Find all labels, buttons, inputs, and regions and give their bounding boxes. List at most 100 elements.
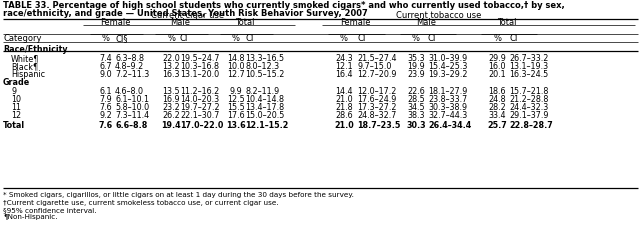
Text: 24.8: 24.8 — [488, 95, 506, 104]
Text: %: % — [167, 34, 175, 43]
Text: 7.9: 7.9 — [99, 95, 112, 104]
Text: 15.0–20.5: 15.0–20.5 — [245, 111, 285, 120]
Text: 23.8–33.7: 23.8–33.7 — [428, 95, 467, 104]
Text: * Smoked cigars, cigarillos, or little cigars on at least 1 day during the 30 da: * Smoked cigars, cigarillos, or little c… — [3, 192, 354, 198]
Text: ¶Non-Hispanic.: ¶Non-Hispanic. — [3, 214, 58, 220]
Text: 35.3: 35.3 — [407, 54, 425, 63]
Text: Female: Female — [100, 18, 130, 27]
Text: 18.1–27.9: 18.1–27.9 — [428, 87, 467, 96]
Text: 19.3–29.2: 19.3–29.2 — [428, 70, 467, 79]
Text: 17.6–24.9: 17.6–24.9 — [357, 95, 396, 104]
Text: Current tobacco use: Current tobacco use — [395, 11, 481, 20]
Text: 9.0: 9.0 — [100, 70, 112, 79]
Text: 38.3: 38.3 — [407, 111, 425, 120]
Text: 13.3–16.5: 13.3–16.5 — [245, 54, 284, 63]
Text: 26.7–33.2: 26.7–33.2 — [509, 54, 548, 63]
Text: 15.7–21.8: 15.7–21.8 — [509, 87, 548, 96]
Text: 11: 11 — [11, 103, 21, 112]
Text: 22.1–30.7: 22.1–30.7 — [180, 111, 219, 120]
Text: 12.7–20.9: 12.7–20.9 — [357, 70, 397, 79]
Text: White¶: White¶ — [11, 54, 39, 63]
Text: CI: CI — [509, 34, 517, 43]
Text: 32.7–44.3: 32.7–44.3 — [428, 111, 467, 120]
Text: Hispanic: Hispanic — [11, 70, 45, 79]
Text: 19.5–24.7: 19.5–24.7 — [180, 54, 219, 63]
Text: 11.2–16.2: 11.2–16.2 — [180, 87, 219, 96]
Text: 19.9: 19.9 — [407, 62, 425, 71]
Text: 12.1–15.2: 12.1–15.2 — [245, 121, 288, 130]
Text: 12.5: 12.5 — [227, 95, 245, 104]
Text: %: % — [493, 34, 501, 43]
Text: 21.0: 21.0 — [334, 121, 354, 130]
Text: 13.2: 13.2 — [162, 62, 180, 71]
Text: 21.8: 21.8 — [335, 103, 353, 112]
Text: §95% confidence interval.: §95% confidence interval. — [3, 207, 97, 213]
Text: race/ethnicity, and grade — United States, Youth Risk Behavior Survey, 2007: race/ethnicity, and grade — United State… — [3, 9, 368, 18]
Text: 9.2: 9.2 — [99, 111, 112, 120]
Text: 21.0: 21.0 — [335, 95, 353, 104]
Text: 12.0–17.2: 12.0–17.2 — [357, 87, 396, 96]
Text: 29.9: 29.9 — [488, 54, 506, 63]
Text: 23.9: 23.9 — [407, 70, 425, 79]
Text: 17.6: 17.6 — [227, 111, 245, 120]
Text: 17.3–27.2: 17.3–27.2 — [357, 103, 397, 112]
Text: CI: CI — [180, 34, 188, 43]
Text: 28.5: 28.5 — [407, 95, 425, 104]
Text: 7.6: 7.6 — [100, 103, 112, 112]
Text: Black¶: Black¶ — [11, 62, 38, 71]
Text: 6.6–8.8: 6.6–8.8 — [115, 121, 147, 130]
Text: Female: Female — [340, 18, 370, 27]
Text: 15.5: 15.5 — [227, 103, 245, 112]
Text: %: % — [232, 34, 240, 43]
Text: 26.2: 26.2 — [162, 111, 180, 120]
Text: 10: 10 — [11, 95, 21, 104]
Text: 18.7–23.5: 18.7–23.5 — [357, 121, 401, 130]
Text: 9: 9 — [11, 87, 16, 96]
Text: 16.4: 16.4 — [335, 70, 353, 79]
Text: 19.7–27.2: 19.7–27.2 — [180, 103, 220, 112]
Text: Male: Male — [170, 18, 190, 27]
Text: 12: 12 — [11, 111, 21, 120]
Text: 12.7: 12.7 — [227, 70, 245, 79]
Text: 26.4–34.4: 26.4–34.4 — [428, 121, 471, 130]
Text: 25.7: 25.7 — [487, 121, 507, 130]
Text: 9.7–15.0: 9.7–15.0 — [357, 62, 392, 71]
Text: †Current cigarette use, current smokeless tobacco use, or current cigar use.: †Current cigarette use, current smokeles… — [3, 199, 279, 205]
Text: Total: Total — [3, 121, 25, 130]
Text: 8.2–11.9: 8.2–11.9 — [245, 87, 279, 96]
Text: 22.8–28.7: 22.8–28.7 — [509, 121, 553, 130]
Text: 21.5–27.4: 21.5–27.4 — [357, 54, 397, 63]
Text: 24.4–32.3: 24.4–32.3 — [509, 103, 548, 112]
Text: 14.0–20.3: 14.0–20.3 — [180, 95, 219, 104]
Text: 13.1–20.0: 13.1–20.0 — [180, 70, 219, 79]
Text: 10.3–16.8: 10.3–16.8 — [180, 62, 219, 71]
Text: 6.3–8.8: 6.3–8.8 — [115, 54, 144, 63]
Text: CI§: CI§ — [115, 34, 128, 43]
Text: CI: CI — [245, 34, 253, 43]
Text: Race/Ethnicity: Race/Ethnicity — [3, 45, 67, 54]
Text: 17.0–22.0: 17.0–22.0 — [180, 121, 223, 130]
Text: 10.0: 10.0 — [228, 62, 245, 71]
Text: 7.4: 7.4 — [100, 54, 112, 63]
Text: 6.1–10.1: 6.1–10.1 — [115, 95, 149, 104]
Text: 13.1–19.3: 13.1–19.3 — [509, 62, 548, 71]
Text: 16.3: 16.3 — [162, 70, 179, 79]
Text: TABLE 33. Percentage of high school students who currently smoked cigars* and wh: TABLE 33. Percentage of high school stud… — [3, 1, 565, 10]
Text: %: % — [412, 34, 420, 43]
Text: 9.9: 9.9 — [229, 87, 242, 96]
Text: 24.8–32.7: 24.8–32.7 — [357, 111, 396, 120]
Text: 21.2–28.8: 21.2–28.8 — [509, 95, 548, 104]
Text: 29.1–37.9: 29.1–37.9 — [509, 111, 549, 120]
Text: 10.5–15.2: 10.5–15.2 — [245, 70, 285, 79]
Text: 13.4–17.8: 13.4–17.8 — [245, 103, 284, 112]
Text: 5.8–10.0: 5.8–10.0 — [115, 103, 149, 112]
Text: 7.2–11.3: 7.2–11.3 — [115, 70, 149, 79]
Text: 24.3: 24.3 — [335, 54, 353, 63]
Text: 31.0–39.9: 31.0–39.9 — [428, 54, 467, 63]
Text: 7.3–11.4: 7.3–11.4 — [115, 111, 149, 120]
Text: 4.6–8.0: 4.6–8.0 — [115, 87, 144, 96]
Text: 12.1: 12.1 — [335, 62, 353, 71]
Text: 6.7: 6.7 — [100, 62, 112, 71]
Text: 22.0: 22.0 — [162, 54, 180, 63]
Text: 30.3–38.9: 30.3–38.9 — [428, 103, 467, 112]
